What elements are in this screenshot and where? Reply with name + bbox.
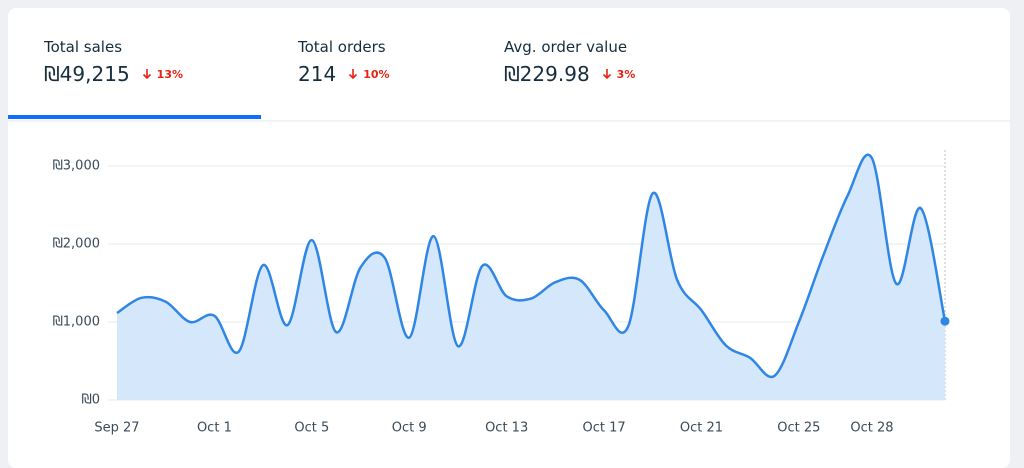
x-tick-label: Oct 13: [485, 421, 528, 436]
tab[interactable]: Total orders 214 10%: [298, 38, 390, 86]
tab-value: ₪49,215: [44, 62, 130, 86]
x-tick-label: Oct 1: [197, 421, 232, 436]
x-tick-label: Sep 27: [94, 421, 139, 436]
tab[interactable]: Total sales ₪49,215 13%: [44, 38, 183, 86]
y-tick-label: ₪0: [82, 393, 100, 408]
tab-change: 10%: [363, 67, 390, 81]
y-tick-label: ₪1,000: [53, 315, 100, 330]
down-arrow: [602, 69, 611, 80]
x-tick-label: Oct 9: [392, 421, 427, 436]
tab-title: Total sales: [44, 38, 123, 56]
x-tick-label: Oct 5: [294, 421, 329, 436]
x-tick-label: Oct 21: [680, 421, 723, 436]
tab[interactable]: Avg. order value ₪229.98 3%: [504, 38, 635, 86]
point: [940, 316, 950, 326]
tab-change: 13%: [156, 67, 184, 81]
x-tick-label: Oct 25: [777, 421, 820, 436]
x-tick-label: Oct 28: [850, 421, 893, 436]
page: Total sales ₪49,215 13% Total orders 214…: [8, 8, 1010, 468]
tab-value: 214: [298, 62, 337, 86]
tab-title: Total orders: [298, 38, 386, 56]
y-tick-label: ₪2,000: [53, 237, 100, 252]
tab-value: ₪229.98: [504, 62, 590, 86]
tab-change: 3%: [616, 67, 636, 81]
y-tick-label: ₪3,000: [53, 159, 100, 174]
tab-title: Avg. order value: [504, 38, 628, 56]
line: [116, 153, 947, 379]
active-tab-indicator: [8, 115, 261, 119]
down-arrow: [142, 69, 151, 80]
x-tick-label: Oct 17: [582, 421, 625, 436]
chart: ₪0 ₪1,000 ₪2,000 ₪3,000 Sep 27 Oct 1 Oct 5 Oct …: [8, 115, 1010, 436]
area: [117, 154, 945, 400]
down-arrow: [349, 69, 358, 80]
